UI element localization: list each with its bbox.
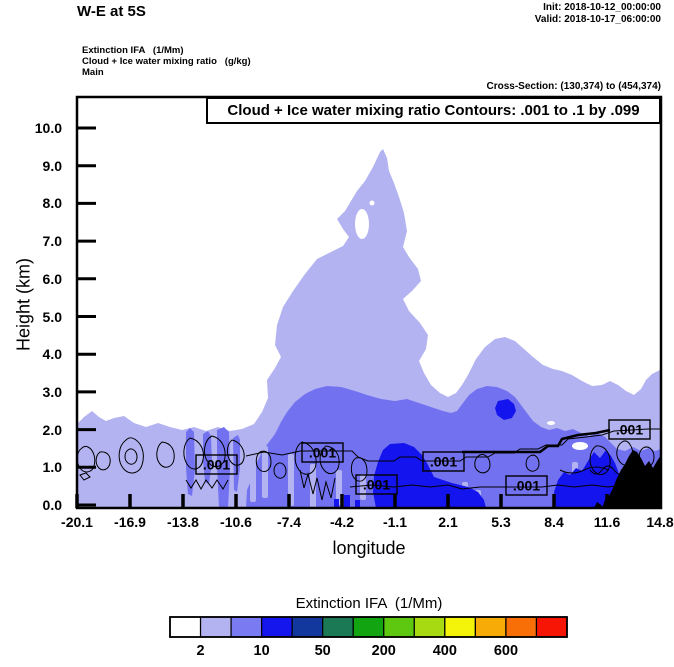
colorbar-tick-label: 600 xyxy=(493,643,519,659)
contour-label-box xyxy=(608,419,651,440)
contour-label-text: .001 xyxy=(363,477,390,493)
colorbar-cell xyxy=(352,616,385,638)
x-tick-label: -13.8 xyxy=(167,514,199,530)
contour-label-text: .001 xyxy=(203,457,230,473)
plume-hole xyxy=(355,209,369,239)
colorbar-cell xyxy=(474,616,507,638)
x-tick-label: -20.1 xyxy=(61,514,93,530)
plume-hole-small xyxy=(369,200,375,206)
contour-label-text: .001 xyxy=(513,478,540,494)
colorbar-cell xyxy=(383,616,415,638)
cloud-fill-medium xyxy=(246,386,661,508)
colorbar-cell xyxy=(535,616,568,638)
cloud-streaks-strong xyxy=(334,495,360,508)
colorbar-cell xyxy=(413,616,446,638)
terrain-silhouette xyxy=(594,450,661,508)
x-tick-label: -7.4 xyxy=(276,514,302,530)
colorbar-title: Extinction IFA (1/Mm) xyxy=(295,595,443,612)
y-tick-label: 8.0 xyxy=(42,195,62,212)
x-tick-label: -10.6 xyxy=(220,514,252,530)
y-tick-label: 2.0 xyxy=(42,421,62,438)
figure-title: W-E at 5S xyxy=(77,3,146,20)
colorbar-cell xyxy=(169,616,202,638)
x-tick-label: 11.6 xyxy=(593,514,621,530)
colorbar-cell xyxy=(261,616,293,638)
colorbar-tick-label: 2 xyxy=(196,643,205,659)
colorbar-cell xyxy=(291,616,324,638)
contour-label-text: .001 xyxy=(430,454,457,470)
colorbar-tick-label: 50 xyxy=(314,643,331,659)
x-tick-label: -4.2 xyxy=(329,514,355,530)
colorbar-tick-label: 200 xyxy=(371,643,396,659)
y-tick-label: 5.0 xyxy=(42,308,62,325)
x-tick-label: 5.3 xyxy=(491,514,511,530)
contour-label-box xyxy=(505,475,548,496)
contour-label-box xyxy=(422,451,465,472)
y-tick-label: 0.0 xyxy=(42,497,62,513)
cloud-fill-strong-central xyxy=(373,443,486,508)
colorbar-frame xyxy=(169,616,568,638)
colorbar-tick-label: 10 xyxy=(253,643,270,659)
cloud-fill-strong-right xyxy=(554,450,622,508)
colorbar-cell xyxy=(444,616,476,638)
field-line-mixing-ratio: Cloud + Ice water mixing ratio (g/kg) xyxy=(82,56,251,67)
contour-label-box xyxy=(301,442,344,463)
contour-label-box xyxy=(195,454,238,475)
y-tick-label: 6.0 xyxy=(42,270,62,287)
colorbar-cell xyxy=(230,616,263,638)
contour-value-labels: .001 .001 .001 .001 .001 .001 xyxy=(195,419,651,496)
strong-extinction-pocket xyxy=(495,399,516,420)
contour-label-text: .001 xyxy=(616,422,643,438)
contour-label-text: .001 xyxy=(309,445,336,461)
valid-timestamp: Valid: 2018-10-17_06:00:00 xyxy=(534,14,661,25)
field-line-extinction: Extinction IFA (1/Mm) xyxy=(82,45,184,56)
clear-patch xyxy=(572,442,588,450)
x-tick-label: 2.1 xyxy=(438,514,458,530)
x-tick-label: -1.1 xyxy=(382,514,408,530)
colorbar-tick-label: 400 xyxy=(432,643,457,659)
x-tick-label: 8.4 xyxy=(544,514,564,530)
contour-label-box xyxy=(355,474,398,495)
colorbar-cell xyxy=(199,616,232,638)
y-tick-label: 10.0 xyxy=(34,120,62,136)
x-tick-label: -16.9 xyxy=(114,514,146,530)
contour-info-banner: Cloud + Ice water mixing ratio Contours:… xyxy=(206,97,661,124)
y-tick-label: 4.0 xyxy=(42,346,62,363)
y-tick-label: 3.0 xyxy=(42,383,62,400)
colorbar-cell xyxy=(505,616,538,638)
y-tick-label: 7.0 xyxy=(42,233,62,250)
init-timestamp: Init: 2018-10-12_00:00:00 xyxy=(543,2,661,13)
colorbar-cell xyxy=(322,616,354,638)
clear-patch-small xyxy=(547,421,555,425)
colorbar-cells xyxy=(169,616,568,638)
y-tick-label: 9.0 xyxy=(42,157,62,174)
x-axis-title: longitude xyxy=(332,538,406,558)
cloud-streak-medium xyxy=(186,427,240,508)
x-tick-label: 14.8 xyxy=(646,514,674,530)
mixing-ratio-contour-bold xyxy=(462,428,611,454)
y-tick-label: 1.0 xyxy=(42,459,62,476)
mixing-ratio-contours xyxy=(76,428,662,501)
cross-section-info: Cross-Section: (130,374) to (454,374) xyxy=(486,81,661,92)
field-line-domain: Main xyxy=(82,67,104,78)
